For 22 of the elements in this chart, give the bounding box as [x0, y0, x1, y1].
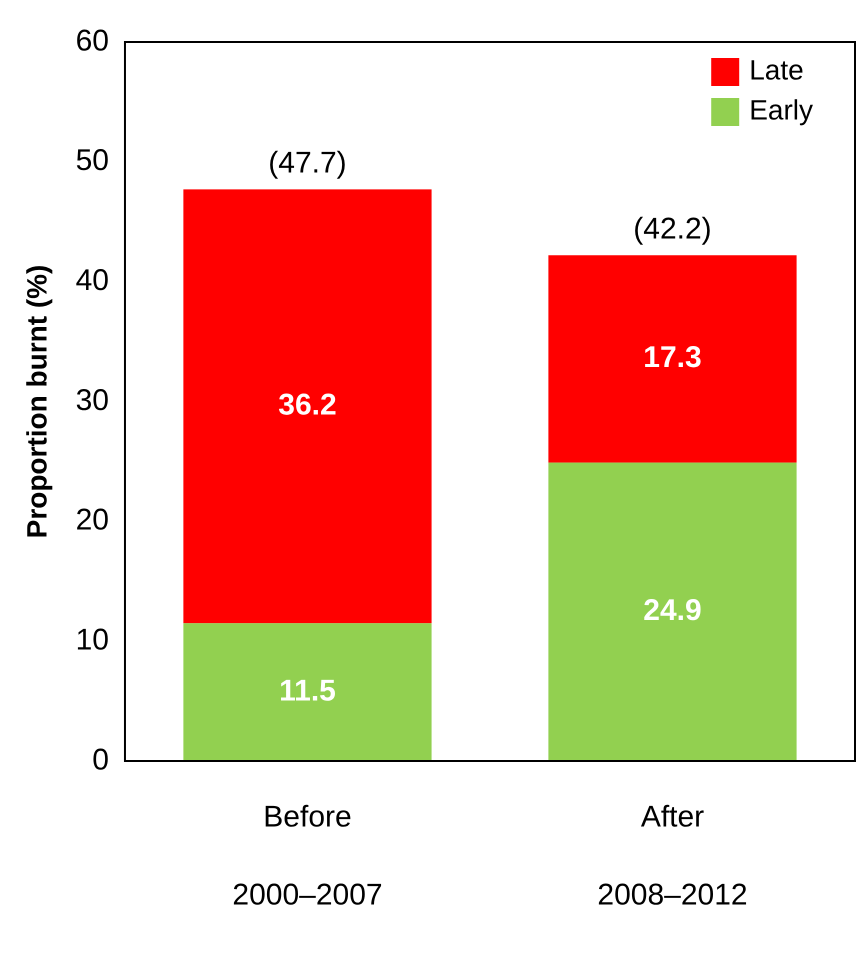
y-tick-label: 60 — [76, 24, 109, 58]
bar — [183, 623, 432, 761]
bar — [548, 255, 797, 463]
category-label: Before 2000–2007 — [232, 800, 383, 912]
data-label: 24.9 — [643, 594, 702, 628]
total-label: (47.7) — [268, 146, 347, 180]
legend-label: Late — [749, 54, 804, 86]
legend-label: Early — [749, 94, 814, 126]
bar — [548, 462, 797, 761]
y-tick-label: 0 — [92, 743, 109, 776]
y-tick-label: 30 — [76, 384, 109, 417]
y-tick-label: 50 — [76, 144, 109, 178]
y-tick-label: 20 — [76, 504, 109, 537]
y-axis-title: Proportion burnt (%) — [22, 264, 53, 538]
data-label: 36.2 — [278, 388, 337, 422]
y-tick-label: 40 — [76, 264, 109, 297]
bar — [183, 189, 432, 624]
y-tick-label: 10 — [76, 623, 109, 656]
total-label: (42.2) — [633, 212, 712, 246]
category-label: After 2008–2012 — [597, 800, 748, 912]
data-label: 11.5 — [279, 674, 336, 708]
data-label: 17.3 — [643, 341, 702, 374]
